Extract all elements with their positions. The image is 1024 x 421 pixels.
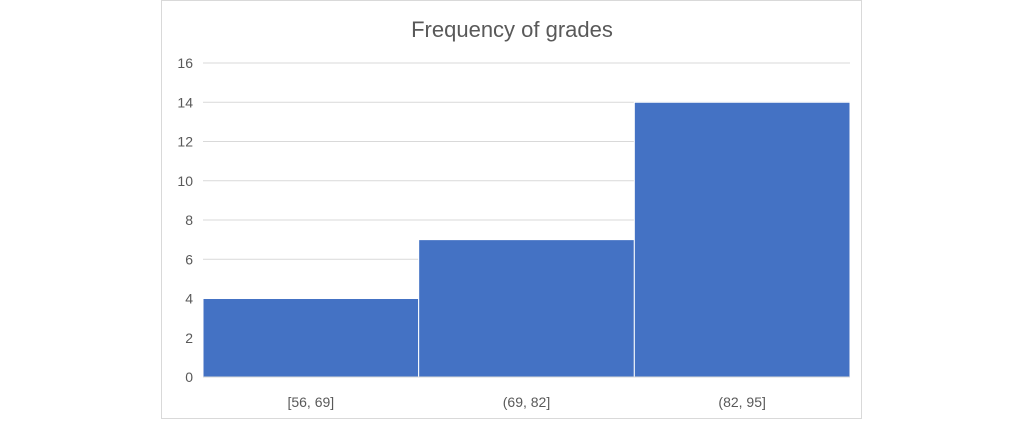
- y-tick-label: 4: [185, 291, 193, 307]
- y-axis-ticks: 0 2 4 6 8 10 12 14 16: [177, 55, 193, 385]
- y-tick-label: 14: [177, 94, 193, 110]
- y-tick-label: 8: [185, 212, 193, 228]
- bar-2: [633, 101, 851, 378]
- bar-0: [202, 298, 420, 378]
- x-tick-label: (69, 82]: [503, 394, 550, 410]
- chart-frame: Frequency of grades 0 2 4 6 8 10 12 14 16 [56, 6…: [161, 0, 862, 419]
- chart-title: Frequency of grades: [411, 17, 613, 42]
- y-tick-label: 12: [177, 134, 193, 150]
- y-tick-label: 6: [185, 251, 193, 267]
- x-tick-label: (82, 95]: [718, 394, 765, 410]
- bar-1: [418, 239, 635, 378]
- y-tick-label: 10: [177, 173, 193, 189]
- x-axis-ticks: [56, 69] (69, 82] (82, 95]: [287, 394, 765, 410]
- y-tick-label: 16: [177, 55, 193, 71]
- y-tick-label: 0: [185, 369, 193, 385]
- y-tick-label: 2: [185, 330, 193, 346]
- bars: [202, 101, 851, 378]
- x-tick-label: [56, 69]: [287, 394, 334, 410]
- chart-svg: Frequency of grades 0 2 4 6 8 10 12 14 16 [56, 6…: [177, 17, 851, 410]
